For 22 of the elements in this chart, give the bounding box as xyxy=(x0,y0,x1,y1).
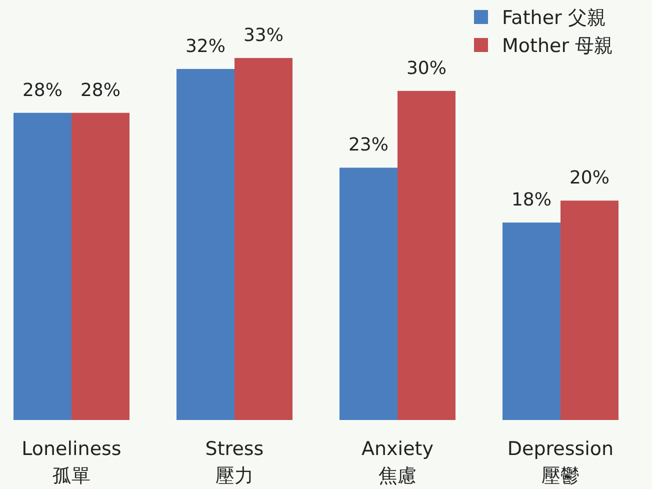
data-label: 20% xyxy=(569,168,610,189)
data-label: 23% xyxy=(348,134,389,156)
data-label: 33% xyxy=(243,25,284,46)
bar xyxy=(72,112,130,420)
legend-label: Mother 母親 xyxy=(502,35,614,57)
data-label: 28% xyxy=(22,80,63,101)
legend-label: Father 父親 xyxy=(502,7,606,29)
bar xyxy=(14,112,72,420)
data-label: 32% xyxy=(185,36,226,57)
data-label: 18% xyxy=(511,190,552,211)
data-label: 30% xyxy=(406,58,447,79)
bar xyxy=(234,58,292,420)
bar xyxy=(176,68,234,420)
bar xyxy=(398,90,456,420)
bar xyxy=(560,200,618,420)
bar xyxy=(340,168,398,420)
x-tick-label: Loneliness 孤單 xyxy=(22,438,122,487)
x-tick-label: Depression 壓鬱 xyxy=(507,438,614,487)
data-label: 28% xyxy=(80,80,121,101)
x-tick-label: Stress 壓力 xyxy=(205,438,264,487)
x-tick-label: Anxiety 焦慮 xyxy=(362,438,434,487)
bar xyxy=(502,222,560,420)
